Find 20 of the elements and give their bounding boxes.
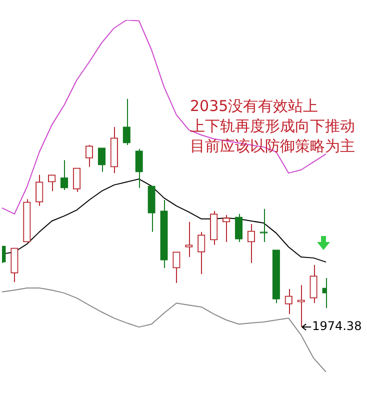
annotation: 上下轨再度形成向下推动 [190, 116, 355, 135]
candlestick [260, 208, 268, 242]
candlestick [48, 174, 56, 192]
candlestick [297, 284, 305, 328]
candlestick [234, 213, 243, 242]
candlestick [310, 264, 318, 304]
candlestick [122, 98, 130, 146]
candlestick [135, 148, 143, 188]
candlestick [247, 223, 256, 264]
candlestick [284, 288, 292, 315]
candlestick [198, 231, 206, 275]
candlestick [222, 214, 230, 242]
annotation: 2035没有有效站上 [190, 96, 318, 115]
annotation: 1974.38 [312, 319, 362, 334]
candlestick [72, 168, 81, 193]
candlestick [172, 252, 180, 284]
candlestick [36, 174, 44, 206]
candlestick [185, 221, 193, 258]
candlestick [98, 147, 106, 172]
candlestick [10, 248, 18, 283]
